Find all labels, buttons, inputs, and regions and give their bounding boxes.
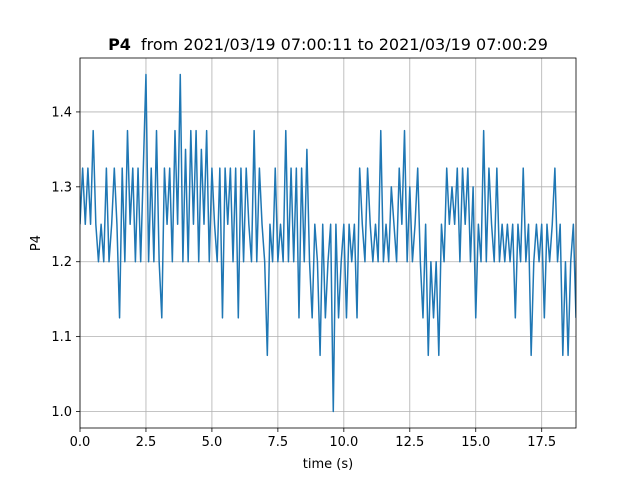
y-tick-label: 1.3 bbox=[51, 180, 72, 195]
x-tick-label: 12.5 bbox=[395, 435, 424, 450]
x-axis-ticks: 0.0 2.5 5.0 7.5 10.0 12.5 15.0 17.5 bbox=[70, 428, 556, 450]
x-axis-label: time (s) bbox=[303, 457, 353, 472]
x-tick-label: 5.0 bbox=[202, 435, 223, 450]
y-tick-label: 1.0 bbox=[51, 405, 72, 420]
chart-title-range: from 2021/03/19 07:00:11 to 2021/03/19 0… bbox=[141, 35, 548, 54]
plot-frame bbox=[79, 57, 577, 429]
x-tick-label: 17.5 bbox=[527, 435, 556, 450]
x-tick-label: 10.0 bbox=[329, 435, 358, 450]
y-axis-label: P4 bbox=[29, 235, 44, 251]
x-tick-label: 2.5 bbox=[136, 435, 157, 450]
x-tick-label: 15.0 bbox=[461, 435, 490, 450]
y-tick-label: 1.2 bbox=[51, 255, 72, 270]
y-tick-label: 1.1 bbox=[51, 330, 72, 345]
x-tick-label: 7.5 bbox=[268, 435, 289, 450]
chart-title-variable: P4 bbox=[108, 35, 131, 54]
y-tick-label: 1.4 bbox=[51, 105, 72, 120]
chart-title: P4 from 2021/03/19 07:00:11 to 2021/03/1… bbox=[108, 35, 548, 54]
series-line-p4 bbox=[80, 73, 576, 413]
x-tick-label: 0.0 bbox=[70, 435, 91, 450]
y-axis-ticks: 1.0 1.1 1.2 1.3 1.4 bbox=[51, 105, 80, 420]
